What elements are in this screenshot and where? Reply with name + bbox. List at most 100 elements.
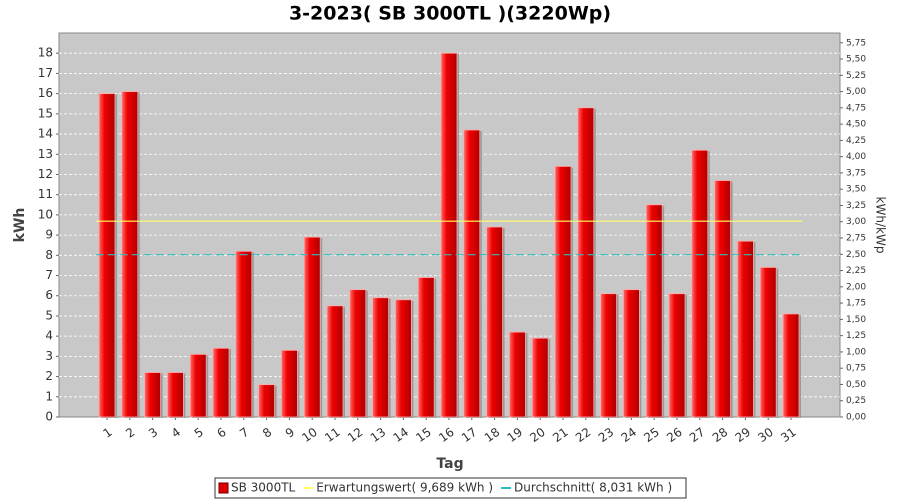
bar [440, 52, 458, 418]
legend-label: Erwartungswert( 9,689 kWh ) [316, 481, 493, 495]
bar [486, 226, 504, 418]
legend [214, 477, 687, 499]
bar [600, 293, 617, 418]
y2-tick-label: 3,00 [846, 217, 866, 227]
x-tick-label: 5 [192, 425, 206, 441]
bar [394, 299, 412, 418]
y2-tick-label: 0,00 [846, 413, 866, 423]
y-tick-label: 1 [45, 389, 53, 403]
y2-tick-label: 5,25 [846, 71, 866, 81]
y-tick-label: 17 [38, 66, 53, 80]
bar [372, 297, 390, 418]
y2-tick-label: 1,00 [846, 347, 866, 357]
y-tick-label: 6 [45, 288, 53, 302]
x-tick-label: 2 [123, 425, 137, 441]
bar [463, 129, 481, 418]
bar [759, 267, 777, 418]
bar [98, 93, 116, 418]
chart-title: 3-2023( SB 3000TL )(3220Wp) [289, 3, 611, 25]
y2-tick-label: 0,75 [846, 364, 866, 374]
bar [144, 372, 162, 418]
y2-tick-label: 3,50 [846, 185, 866, 195]
y2-tick-label: 4,50 [846, 120, 866, 130]
x-tick-label: 1 [100, 425, 114, 441]
legend-label: Durchschnitt( 8,031 kWh ) [514, 481, 672, 495]
bar [554, 165, 572, 418]
y2-tick-label: 5,50 [846, 55, 866, 65]
bar [235, 250, 253, 418]
y2-tick-label: 1,25 [846, 331, 866, 341]
x-tick-label: 8 [260, 425, 274, 441]
y2-tick-label: 0,25 [846, 396, 866, 406]
y-tick-label: 12 [38, 167, 53, 181]
y2-tick-label: 5,75 [846, 38, 866, 48]
y2-tick-label: 3,75 [846, 168, 866, 178]
x-tick-label: 13 [368, 425, 389, 445]
x-tick-label: 3 [146, 425, 160, 441]
bar [691, 149, 709, 418]
x-tick-label: 20 [527, 425, 548, 445]
x-tick-label: 4 [169, 425, 183, 441]
x-tick-label: 14 [391, 425, 412, 445]
y-tick-label: 7 [45, 268, 53, 282]
y2-tick-label: 2,00 [846, 282, 866, 292]
bar [668, 293, 686, 418]
y-tick-label: 15 [38, 106, 53, 120]
x-tick-label: 22 [573, 425, 594, 445]
bar [531, 337, 549, 418]
x-tick-label: 7 [237, 425, 251, 441]
x-tick-label: 29 [733, 425, 754, 445]
x-tick-label: 30 [755, 425, 776, 445]
bar [714, 180, 731, 418]
y-tick-label: 4 [45, 329, 53, 343]
bar [326, 305, 344, 418]
bar [623, 289, 640, 418]
bar [166, 372, 184, 418]
y2-tick-label: 5,00 [846, 87, 866, 97]
y2-tick-label: 1,75 [846, 299, 866, 309]
bar [349, 289, 367, 418]
x-tick-label: 17 [459, 425, 480, 445]
x-tick-label: 18 [482, 425, 503, 445]
bar [737, 240, 754, 418]
x-axis-label: Tag [436, 456, 463, 472]
x-tick-label: 9 [283, 425, 297, 441]
x-tick-label: 23 [596, 425, 617, 445]
y2-tick-label: 2,25 [846, 266, 866, 276]
bar [212, 347, 230, 418]
y-tick-label: 13 [38, 147, 53, 161]
y-tick-label: 18 [38, 46, 53, 60]
y-tick-label: 16 [38, 86, 53, 100]
x-tick-label: 25 [641, 425, 662, 445]
legend-swatch [218, 482, 229, 494]
bar [280, 349, 298, 418]
y2-tick-label: 4,00 [846, 152, 866, 162]
y2-tick-label: 3,25 [846, 201, 866, 211]
bar [258, 384, 276, 418]
y2-tick-label: 0,50 [846, 380, 866, 390]
y2-tick-label: 1,50 [846, 315, 866, 325]
y-tick-label: 0 [45, 410, 53, 424]
legend-label: SB 3000TL [231, 481, 296, 495]
x-tick-label: 12 [345, 425, 366, 445]
y-tick-label: 2 [45, 369, 53, 383]
y2-tick-label: 2,75 [846, 234, 866, 244]
bar [189, 353, 207, 418]
x-tick-label: 16 [436, 425, 457, 445]
y-tick-label: 14 [38, 127, 53, 141]
x-tick-label: 6 [214, 425, 228, 441]
y2-tick-label: 2,50 [846, 250, 866, 260]
y-tick-label: 3 [45, 349, 53, 363]
x-tick-label: 31 [778, 425, 799, 445]
bar [508, 331, 526, 418]
y2-tick-label: 4,25 [846, 136, 866, 146]
x-tick-label: 15 [413, 425, 434, 445]
y-tick-label: 9 [45, 228, 53, 242]
x-tick-label: 24 [619, 425, 640, 445]
bar [303, 236, 321, 418]
x-tick-label: 26 [664, 425, 685, 445]
x-tick-label: 11 [322, 425, 343, 445]
x-tick-label: 21 [550, 425, 571, 445]
y-tick-label: 10 [38, 207, 53, 221]
